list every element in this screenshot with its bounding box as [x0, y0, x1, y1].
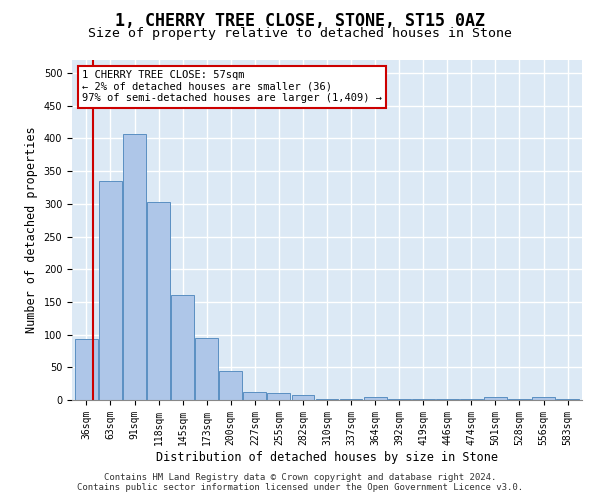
Bar [75, 339, 98, 400]
Bar [316, 398, 338, 400]
Text: 1, CHERRY TREE CLOSE, STONE, ST15 0AZ: 1, CHERRY TREE CLOSE, STONE, ST15 0AZ [115, 12, 485, 30]
X-axis label: Distribution of detached houses by size in Stone: Distribution of detached houses by size … [156, 450, 498, 464]
Text: Contains HM Land Registry data © Crown copyright and database right 2024.
Contai: Contains HM Land Registry data © Crown c… [77, 473, 523, 492]
Bar [388, 398, 410, 400]
Bar [292, 396, 314, 400]
Y-axis label: Number of detached properties: Number of detached properties [25, 126, 38, 334]
Bar [220, 371, 242, 400]
Bar [532, 398, 555, 400]
Bar [123, 134, 146, 400]
Bar [171, 296, 194, 400]
Bar [147, 202, 170, 400]
Bar [364, 396, 386, 400]
Bar [484, 398, 507, 400]
Bar [195, 338, 218, 400]
Text: Size of property relative to detached houses in Stone: Size of property relative to detached ho… [88, 28, 512, 40]
Bar [244, 392, 266, 400]
Bar [99, 181, 122, 400]
Bar [268, 394, 290, 400]
Text: 1 CHERRY TREE CLOSE: 57sqm
← 2% of detached houses are smaller (36)
97% of semi-: 1 CHERRY TREE CLOSE: 57sqm ← 2% of detac… [82, 70, 382, 103]
